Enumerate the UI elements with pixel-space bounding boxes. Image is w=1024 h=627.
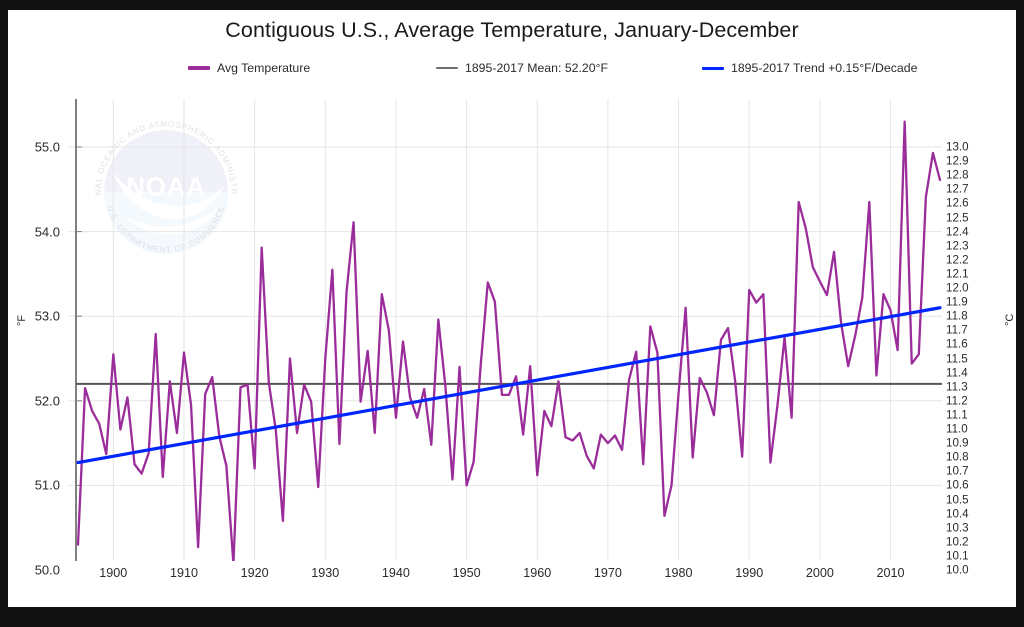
y-axis-right-tick-label: 13.0 bbox=[946, 140, 969, 154]
y-axis-right-tick-label: 10.1 bbox=[946, 549, 969, 563]
y-axis-right-tick-label: 11.3 bbox=[946, 380, 968, 394]
y-axis-right-tick-label: 12.6 bbox=[946, 196, 969, 210]
y-axis-right-tick-label: 10.2 bbox=[946, 535, 969, 549]
y-axis-left-tick-label: 53.0 bbox=[34, 308, 60, 324]
noaa-logo-icon: NOAA NATIONAL OCEANIC AND ATMOSPHERIC AD… bbox=[80, 106, 237, 254]
y-axis-left-tick-label: 50.0 bbox=[34, 562, 60, 578]
legend-swatch-mean bbox=[436, 67, 458, 69]
legend-item-mean[interactable]: 1895-2017 Mean: 52.20°F bbox=[436, 57, 608, 79]
y-axis-right-tick-label: 11.6 bbox=[946, 337, 968, 351]
y-axis-right-tick-label: 12.5 bbox=[946, 211, 969, 224]
x-axis-tick-label: 1910 bbox=[169, 566, 198, 580]
y-axis-left-tick-label: 54.0 bbox=[34, 224, 60, 240]
y-axis-left-ticks: 55.0 54.0 53.0 52.0 51.0 50.0 bbox=[8, 99, 60, 578]
x-axis-tick-label: 2000 bbox=[805, 566, 834, 580]
y-axis-right-tick-label: 12.9 bbox=[946, 154, 969, 168]
y-axis-right-tick-label: 11.7 bbox=[946, 323, 968, 337]
y-axis-right-tick-label: 10.4 bbox=[946, 507, 969, 521]
legend-swatch-avg-temperature bbox=[188, 66, 210, 70]
x-axis-ticks: 1900 1910 1920 1930 1940 1950 1960 1970 1980 1990… bbox=[68, 566, 942, 588]
plot-area-wrapper: NOAA NATIONAL OCEANIC AND ATMOSPHERIC AD… bbox=[8, 10, 1016, 607]
y-axis-left-tick-label: 51.0 bbox=[34, 477, 60, 493]
x-axis-tick-label: 1940 bbox=[381, 566, 410, 580]
y-axis-right-tick-label: 10.3 bbox=[946, 521, 969, 535]
x-axis-tick-label: 1900 bbox=[99, 566, 128, 580]
y-axis-left-tick-label: 55.0 bbox=[34, 139, 60, 155]
x-axis-tick-label: 1960 bbox=[523, 566, 552, 580]
y-axis-right-tick-label: 11.2 bbox=[946, 394, 968, 408]
y-axis-right-tick-label: 12.1 bbox=[946, 267, 969, 281]
chart-svg bbox=[68, 99, 942, 561]
trend-line bbox=[76, 306, 942, 465]
x-axis-tick-label: 1980 bbox=[664, 566, 693, 580]
legend-label-trend: 1895-2017 Trend +0.15°F/Decade bbox=[731, 61, 918, 75]
legend-swatch-trend bbox=[702, 66, 724, 70]
x-axis-tick-label: 2010 bbox=[876, 566, 905, 580]
legend-item-avg-temperature[interactable]: Avg Temperature bbox=[188, 57, 310, 79]
y-axis-right-tick-label: 12.7 bbox=[946, 182, 969, 196]
y-axis-right-tick-label: 12.3 bbox=[946, 239, 969, 253]
y-axis-right-tick-label: 11.1 bbox=[946, 408, 968, 422]
y-axis-right-tick-label: 12.4 bbox=[946, 225, 969, 239]
page-title: Contiguous U.S., Average Temperature, Ja… bbox=[225, 18, 799, 42]
y-axis-left-tick-label: 52.0 bbox=[34, 393, 60, 409]
x-axis-tick-label: 1930 bbox=[311, 566, 340, 580]
y-axis-right-tick-label: 12.0 bbox=[946, 281, 969, 295]
y-axis-right-tick-label: 10.6 bbox=[946, 478, 969, 492]
y-axis-right-tick-label: 12.2 bbox=[946, 253, 969, 267]
svg-text:NOAA: NOAA bbox=[126, 173, 205, 201]
legend-item-trend[interactable]: 1895-2017 Trend +0.15°F/Decade bbox=[702, 57, 917, 79]
y-axis-right-tick-label: 11.4 bbox=[946, 366, 968, 380]
series-line-avg-temperature bbox=[76, 120, 942, 561]
y-axis-right-tick-label: 11.0 bbox=[946, 422, 968, 436]
x-axis-tick-label: 1950 bbox=[452, 566, 481, 580]
y-axis-right-tick-label: 10.7 bbox=[946, 464, 969, 478]
y-axis-right-tick-label: 10.5 bbox=[946, 493, 969, 506]
chart-frame: Contiguous U.S., Average Temperature, Ja… bbox=[8, 10, 1016, 607]
x-axis-tick-label: 1920 bbox=[240, 566, 269, 580]
y-axis-right-ticks: 13.0 12.9 12.8 12.7 12.6 12.5 12.4 12.3 12.2 12.1… bbox=[946, 99, 992, 577]
y-axis-right-tick-label: 11.8 bbox=[946, 309, 968, 323]
x-axis-tick-label: 1990 bbox=[735, 566, 764, 580]
legend-label-avg-temperature: Avg Temperature bbox=[217, 61, 311, 75]
y-axis-right-title: °C bbox=[1004, 313, 1016, 326]
x-axis-tick-label: 1970 bbox=[593, 566, 622, 580]
y-axis-left-title: °F bbox=[16, 314, 28, 326]
y-axis-right-tick-label: 10.0 bbox=[946, 563, 969, 577]
y-axis-right-tick-label: 11.5 bbox=[946, 352, 968, 365]
y-axis-right-tick-label: 10.8 bbox=[946, 450, 969, 464]
legend-label-mean: 1895-2017 Mean: 52.20°F bbox=[465, 61, 609, 75]
chart-legend: Avg Temperature 1895-2017 Mean: 52.20°F … bbox=[8, 57, 1016, 79]
plot-area bbox=[68, 99, 942, 561]
y-axis-right-tick-label: 12.8 bbox=[946, 168, 969, 182]
y-axis-right-tick-label: 10.9 bbox=[946, 436, 969, 450]
y-axis-right-tick-label: 11.9 bbox=[946, 295, 968, 309]
